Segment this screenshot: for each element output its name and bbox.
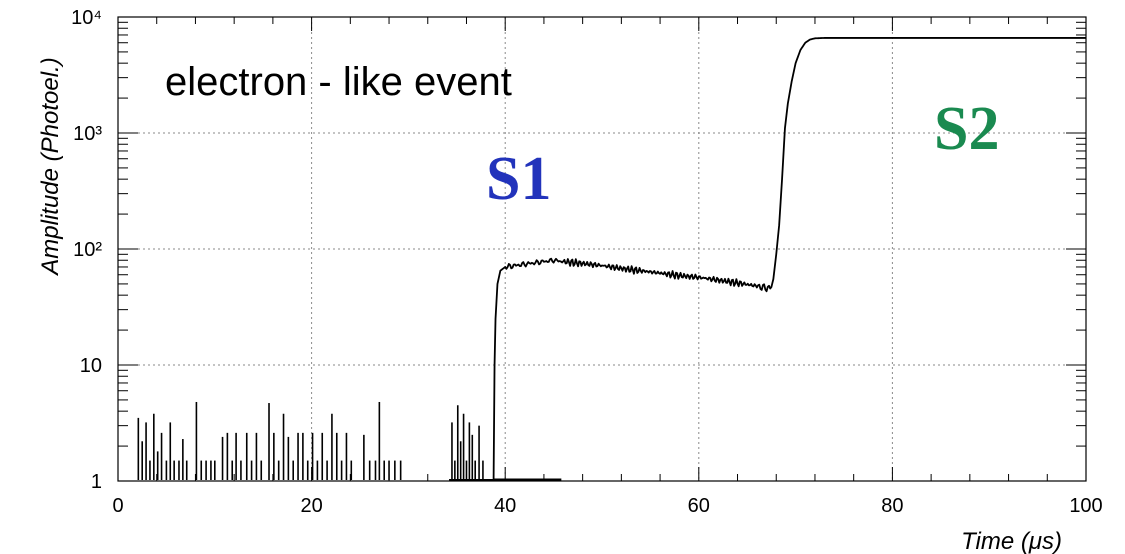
y-tick-label: 10 (80, 355, 102, 377)
gridlines (118, 17, 1086, 481)
x-tick-label: 100 (1069, 495, 1102, 517)
x-tick-label: 20 (300, 495, 322, 517)
s1-label: S1 (486, 145, 551, 213)
x-tick-label: 0 (112, 495, 123, 517)
y-tick-label: 10² (73, 239, 102, 261)
series-layer (137, 37, 1086, 482)
x-tick-label: 40 (494, 495, 516, 517)
y-minor-ticks (118, 17, 1086, 481)
plot-frame (117, 16, 1087, 482)
y-tick-label: 10³ (73, 123, 102, 145)
waveform-line (492, 37, 1086, 482)
y-axis-title: Amplitude (Photoel.) (37, 57, 64, 276)
y-tick-label: 1 (91, 471, 102, 493)
event-type-label: electron - like event (165, 60, 512, 104)
s2-label: S2 (934, 95, 999, 163)
tick-labels: 0 20 40 60 80 100 1 10 10² 10³ 10⁴ (71, 7, 1103, 517)
x-axis-title: Time (μs) (961, 528, 1062, 554)
x-tick-label: 60 (688, 495, 710, 517)
y-tick-label: 10⁴ (71, 7, 102, 29)
x-tick-label: 80 (881, 495, 903, 517)
